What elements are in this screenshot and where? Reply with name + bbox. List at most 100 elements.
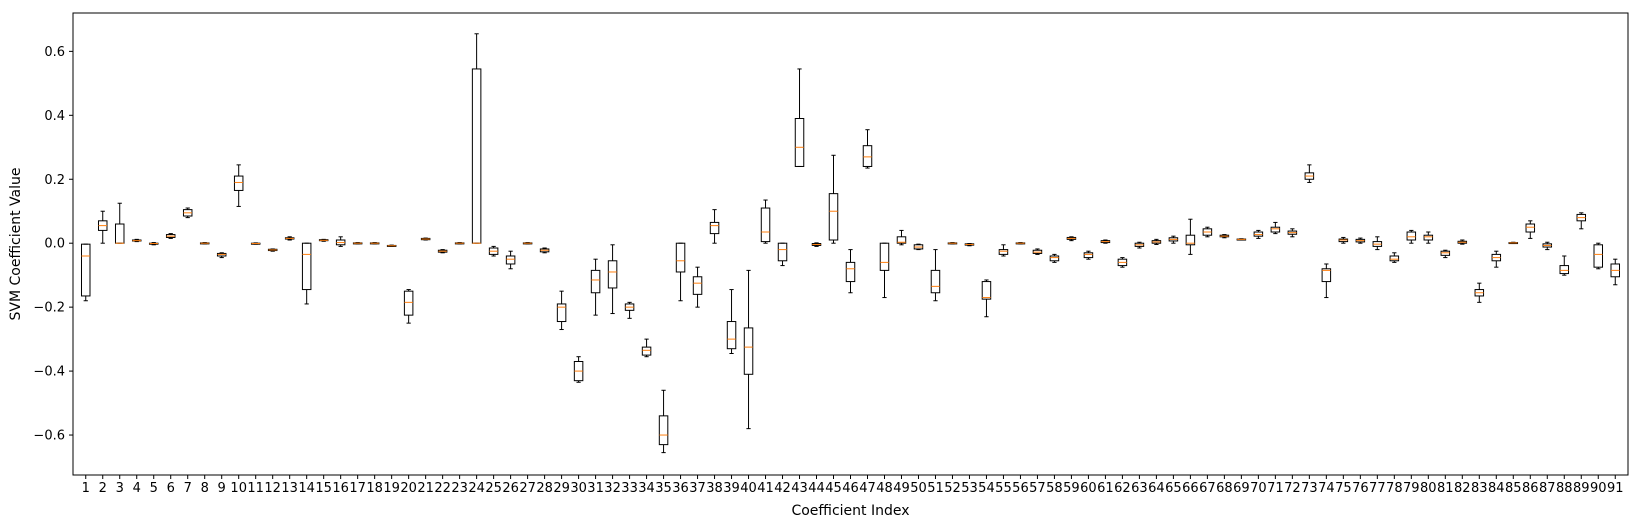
x-tick-label: 57 xyxy=(1029,481,1046,496)
iqr-box xyxy=(777,242,788,262)
boxes-layer xyxy=(80,33,1621,454)
x-tick-label: 54 xyxy=(978,481,995,496)
box-63 xyxy=(1134,241,1145,249)
x-tick-label: 7 xyxy=(184,481,192,496)
iqr-box xyxy=(1185,234,1196,246)
x-tick-label: 74 xyxy=(1318,481,1335,496)
box-27 xyxy=(522,242,533,245)
iqr-box xyxy=(556,303,567,323)
box-39 xyxy=(726,289,737,355)
x-tick-label: 13 xyxy=(281,481,298,496)
x-tick-label: 22 xyxy=(434,481,451,496)
box-21 xyxy=(420,237,431,241)
box-62 xyxy=(1117,257,1128,268)
box-58 xyxy=(1049,253,1060,263)
x-tick-label: 30 xyxy=(570,481,587,496)
iqr-box xyxy=(709,221,720,235)
box-25 xyxy=(488,245,499,257)
iqr-box xyxy=(794,118,805,167)
box-28 xyxy=(539,247,550,254)
plot-frame xyxy=(72,12,1629,476)
box-8 xyxy=(199,242,210,245)
x-tick-label: 4 xyxy=(133,481,141,496)
box-84 xyxy=(1491,250,1502,268)
iqr-box xyxy=(233,175,244,191)
box-14 xyxy=(301,242,312,305)
x-tick-label: 58 xyxy=(1046,481,1063,496)
iqr-box xyxy=(1389,255,1400,262)
x-tick-label: 40 xyxy=(740,481,757,496)
box-22 xyxy=(437,249,448,254)
iqr-box xyxy=(403,290,414,316)
x-tick-label: 66 xyxy=(1182,481,1199,496)
box-57 xyxy=(1032,248,1043,255)
box-35 xyxy=(658,389,669,454)
box-36 xyxy=(675,242,686,302)
box-24 xyxy=(471,33,482,244)
x-tick-label: 84 xyxy=(1488,481,1505,496)
x-tick-label: 44 xyxy=(808,481,825,496)
y-tick-label: 0.0 xyxy=(44,237,65,252)
box-53 xyxy=(964,243,975,247)
iqr-box xyxy=(743,327,754,375)
x-tick-label: 88 xyxy=(1556,481,1573,496)
box-4 xyxy=(131,238,142,243)
iqr-box xyxy=(828,193,839,241)
x-tick-label: 21 xyxy=(417,481,434,496)
iqr-box xyxy=(1270,226,1281,233)
x-tick-label: 29 xyxy=(553,481,570,496)
x-tick-label: 79 xyxy=(1403,481,1420,496)
box-65 xyxy=(1168,235,1179,244)
iqr-box xyxy=(1049,255,1060,262)
iqr-box xyxy=(658,415,669,446)
box-61 xyxy=(1100,239,1111,244)
x-tick-label: 18 xyxy=(366,481,383,496)
y-tick-label: 0.6 xyxy=(44,45,65,60)
x-tick-label: 63 xyxy=(1131,481,1148,496)
x-tick-label: 6 xyxy=(167,481,175,496)
iqr-box xyxy=(1525,223,1536,233)
iqr-box xyxy=(301,242,312,291)
x-tick-label: 20 xyxy=(400,481,417,496)
x-tick-label: 56 xyxy=(1012,481,1029,496)
x-tick-label: 34 xyxy=(638,481,655,496)
x-tick-label: 48 xyxy=(876,481,893,496)
box-49 xyxy=(896,229,907,246)
box-81 xyxy=(1440,249,1451,259)
x-tick-label: 52 xyxy=(944,481,961,496)
box-45 xyxy=(828,154,839,244)
box-54 xyxy=(981,279,992,318)
box-48 xyxy=(879,242,890,299)
box-44 xyxy=(811,242,822,247)
box-32 xyxy=(607,244,618,315)
box-23 xyxy=(454,242,465,245)
box-15 xyxy=(318,238,329,242)
box-30 xyxy=(573,356,584,383)
box-20 xyxy=(403,289,414,324)
x-axis-title: Coefficient Index xyxy=(791,503,909,519)
x-tick-label: 53 xyxy=(961,481,978,496)
x-tick-label: 25 xyxy=(485,481,502,496)
x-tick-label: 43 xyxy=(791,481,808,496)
x-tick-label: 31 xyxy=(587,481,604,496)
box-29 xyxy=(556,290,567,331)
iqr-box xyxy=(981,281,992,300)
x-tick-label: 24 xyxy=(468,481,485,496)
box-2 xyxy=(97,210,108,244)
x-tick-label: 5 xyxy=(150,481,158,496)
iqr-box xyxy=(930,269,941,294)
box-90 xyxy=(1593,242,1604,270)
x-tick-label: 67 xyxy=(1199,481,1216,496)
box-51 xyxy=(930,249,941,302)
box-82 xyxy=(1457,239,1468,245)
x-tick-label: 70 xyxy=(1250,481,1267,496)
x-tick-label: 8 xyxy=(201,481,209,496)
x-tick-label: 36 xyxy=(672,481,689,496)
box-50 xyxy=(913,243,924,251)
y-tick-label: −0.6 xyxy=(33,429,65,444)
x-tick-label: 15 xyxy=(315,481,332,496)
x-tick-label: 47 xyxy=(859,481,876,496)
x-tick-label: 69 xyxy=(1233,481,1250,496)
iqr-box xyxy=(641,346,652,356)
x-tick-label: 76 xyxy=(1352,481,1369,496)
